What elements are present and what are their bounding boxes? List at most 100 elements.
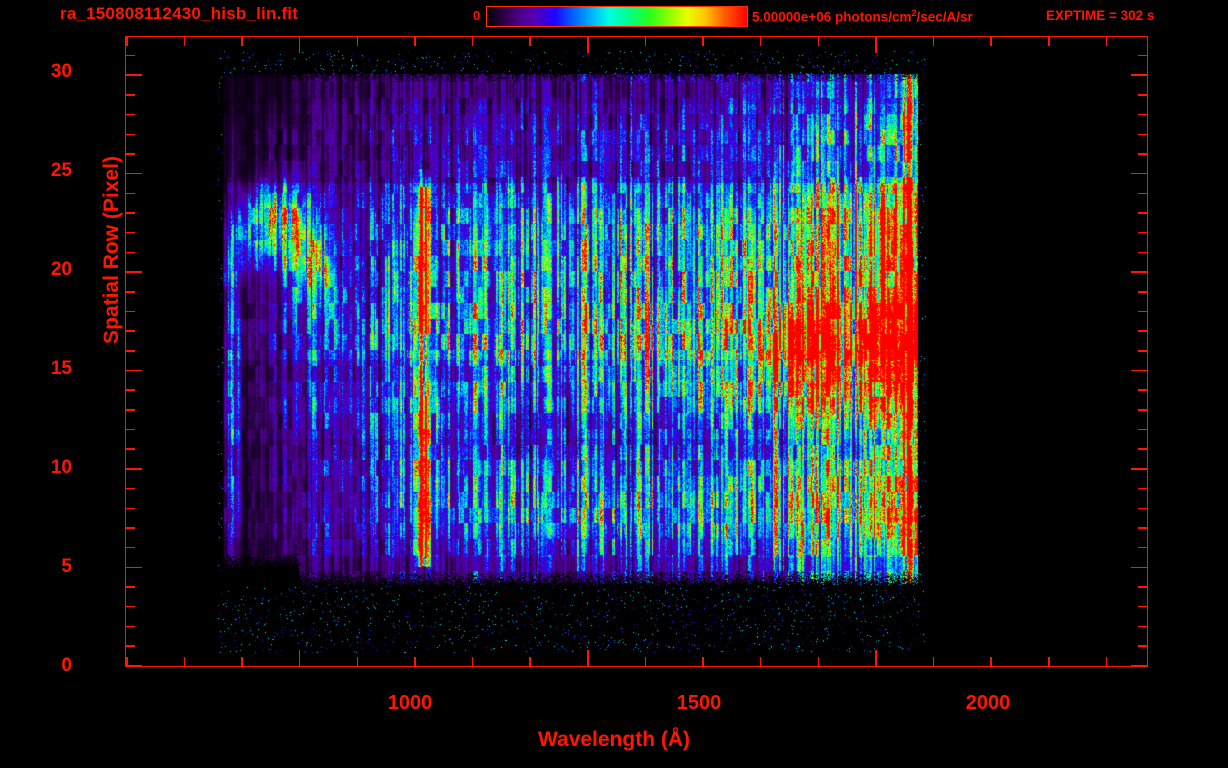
y-tick-right-23 [1138,212,1147,214]
y-tick-19 [126,291,135,293]
x-tick-top-1300 [471,37,474,46]
y-tick-right-25 [1131,172,1147,175]
y-tick-16 [126,350,135,352]
colorbar-max-label: 5.00000e+06 photons/cm2/sec/A/sr [752,8,973,25]
x-tick-1800 [759,657,762,666]
y-tick-right-10 [1131,468,1147,470]
y-tick-right-24 [1138,192,1147,194]
y-tick-26 [126,153,135,155]
y-tick-9 [126,487,135,490]
y-tick-6 [126,546,135,549]
x-tick-top-2300 [1048,37,1050,46]
x-tick-top-800 [183,37,186,46]
x-tick-top-1500 [587,37,589,53]
y-tick-12 [126,428,135,431]
x-tick-1400 [529,657,531,666]
y-tick-0 [126,665,142,667]
y-tick-right-26 [1138,153,1147,155]
x-tick-2200 [990,657,992,666]
y-tick-right-15 [1131,369,1147,372]
y-tick-right-5 [1131,566,1147,569]
y-tick-7 [126,527,135,529]
y-tick-17 [126,330,135,332]
y-tick-5 [126,566,142,569]
x-tick-1500 [587,650,589,666]
y-tick-label-20: 20 [50,259,72,280]
page-title: ra_150808112430_hisb_lin.fit [60,4,299,23]
y-tick-29 [126,94,135,96]
y-tick-right-13 [1138,409,1147,411]
y-tick-8 [126,507,135,509]
colorbar [486,6,748,27]
y-tick-label-0: 0 [61,655,72,676]
y-tick-4 [126,586,135,588]
y-tick-right-20 [1131,271,1147,273]
y-tick-3 [126,605,135,608]
y-tick-31 [126,54,135,57]
x-tick-top-1900 [817,37,819,46]
y-tick-right-18 [1138,310,1147,313]
y-tick-label-30: 30 [50,61,72,82]
x-tick-1100 [356,657,358,666]
y-tick-14 [126,389,135,391]
y-tick-28 [126,113,135,116]
x-tick-top-1200 [414,37,416,46]
x-tick-2100 [932,657,935,666]
y-tick-right-30 [1131,74,1147,76]
x-tick-1600 [644,657,647,666]
x-axis-title: Wavelength (Å) [537,728,691,751]
y-tick-2 [126,625,135,628]
x-tick-top-2100 [932,37,935,46]
x-tick-top-700 [126,37,128,46]
y-tick-1 [126,645,135,647]
y-tick-20 [126,271,142,273]
y-tick-15 [126,369,142,372]
y-tick-right-4 [1138,586,1147,588]
y-tick-right-28 [1138,113,1147,116]
x-tick-label-1000: 1000 [387,692,433,714]
y-tick-right-22 [1138,231,1147,234]
y-tick-right-16 [1138,350,1147,352]
y-tick-label-5: 5 [61,556,72,577]
x-tick-top-1100 [356,37,358,46]
y-tick-right-2 [1138,625,1147,628]
y-tick-right-14 [1138,389,1147,391]
x-tick-2400 [1105,657,1108,666]
x-tick-top-900 [241,37,243,46]
y-tick-18 [126,310,135,313]
y-tick-right-11 [1138,448,1147,450]
x-tick-top-2000 [875,37,877,53]
y-tick-label-25: 25 [50,160,72,181]
y-tick-right-6 [1138,546,1147,549]
plot-frame [125,36,1148,667]
y-tick-21 [126,251,135,254]
y-tick-label-10: 10 [50,457,72,478]
y-tick-right-9 [1138,487,1147,490]
y-tick-right-21 [1138,251,1147,254]
y-tick-label-15: 15 [50,358,72,379]
colorbar-max-value: 5.00000e+06 photons/cm [752,9,912,25]
y-tick-10 [126,468,142,470]
x-tick-top-1000 [298,37,301,53]
x-tick-2300 [1048,657,1050,666]
y-tick-right-12 [1138,428,1147,431]
spectrogram-canvas [126,37,1146,665]
x-tick-top-2200 [990,37,992,46]
x-tick-top-1600 [644,37,647,46]
colorbar-min-label: 0 [473,8,481,23]
spectrogram-image [126,37,1147,666]
x-tick-label-2000: 2000 [965,692,1011,714]
y-tick-right-3 [1138,605,1147,608]
y-tick-right-19 [1138,291,1147,293]
x-tick-top-1700 [702,37,704,46]
colorbar-unit-tail: /sec/A/sr [916,9,973,25]
y-tick-right-8 [1138,507,1147,509]
y-tick-11 [126,448,135,450]
x-tick-top-1400 [529,37,531,46]
x-tick-900 [241,657,243,666]
y-tick-25 [126,172,142,175]
x-tick-800 [183,657,186,666]
y-tick-right-1 [1138,645,1147,647]
x-tick-1200 [414,657,416,666]
